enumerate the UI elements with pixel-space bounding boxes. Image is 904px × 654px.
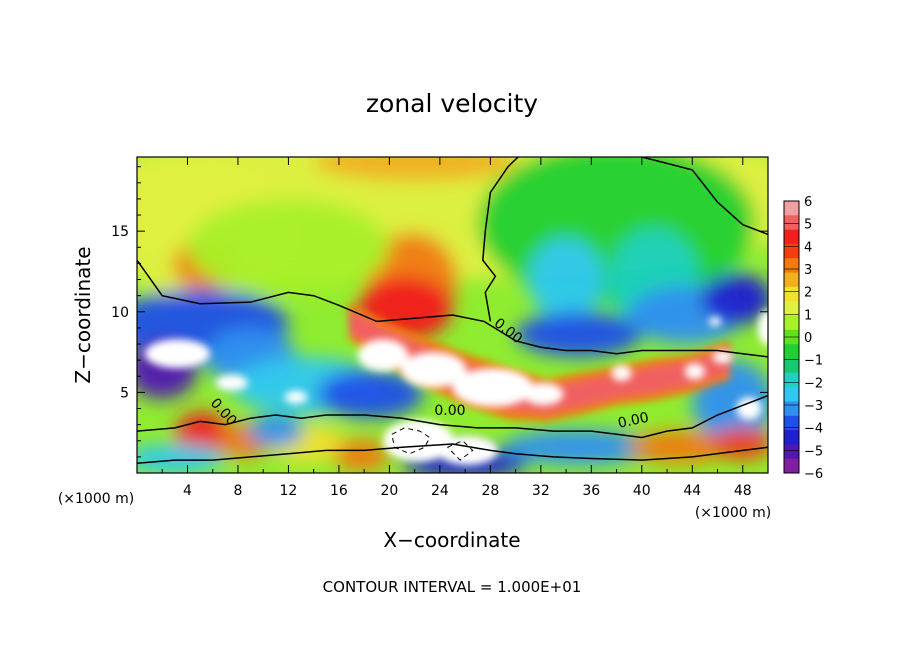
out-of-range-region xyxy=(708,316,722,327)
colorbar-segment xyxy=(784,444,799,460)
field-blob xyxy=(248,414,304,448)
x-unit-label-right: (×1000 m) xyxy=(695,505,771,521)
negative-contour-line xyxy=(391,427,431,455)
out-of-range-region xyxy=(523,382,564,406)
out-of-range-region xyxy=(684,363,705,380)
contour-interval-note: CONTOUR INTERVAL = 1.000E+01 xyxy=(323,578,582,596)
x-tick-label: 4 xyxy=(183,483,192,499)
x-tick-label: 24 xyxy=(431,483,449,499)
x-axis-label: X−coordinate xyxy=(383,528,520,552)
out-of-range-region xyxy=(757,310,768,346)
x-unit-label-left: (×1000 m) xyxy=(58,491,134,507)
colorbar-label: 3 xyxy=(804,263,812,278)
y-axis-label: Z−coordinate xyxy=(71,246,95,383)
field-blob xyxy=(515,311,642,357)
field-blob xyxy=(701,273,768,325)
colorbar-segment xyxy=(784,387,799,402)
field-blob xyxy=(313,157,516,182)
colorbar-segment xyxy=(784,301,799,317)
zero-contour-line xyxy=(137,394,768,439)
colorbar-segment xyxy=(784,215,799,231)
zero-contour-line xyxy=(137,259,768,358)
colorbar-label: 1 xyxy=(804,308,812,323)
colorbar-segment xyxy=(784,272,799,288)
colorbar-segment xyxy=(784,286,799,302)
colorbar-segment xyxy=(784,430,799,445)
out-of-range-region xyxy=(144,339,211,369)
velocity-field: 0.000.00 0.00 0.00 xyxy=(137,157,768,473)
x-tick-label: 28 xyxy=(481,483,499,499)
x-tick-label: 36 xyxy=(582,483,600,499)
y-tick-label: 15 xyxy=(111,224,129,240)
colorbar-label: −3 xyxy=(804,399,823,414)
colorbar-label: −4 xyxy=(804,422,823,437)
out-of-range-region xyxy=(736,397,762,420)
colorbar-segment xyxy=(784,458,799,474)
out-of-range-region xyxy=(284,390,308,404)
jet-band-core xyxy=(349,310,731,414)
x-tick-label: 12 xyxy=(280,483,298,499)
y-tick-label: 10 xyxy=(111,305,129,321)
x-axis-ticks: 4 8 12 16 20 24 28 32 36 40 44 48 xyxy=(161,157,752,499)
colorbar-segment xyxy=(784,201,799,216)
colorbar-label: 2 xyxy=(804,286,812,301)
y-axis-ticks: 5 10 15 xyxy=(111,166,768,458)
colorbar-segment xyxy=(784,372,799,388)
colorbar-segment xyxy=(784,358,799,374)
contour-label: 0.00 xyxy=(616,410,650,432)
field-blob xyxy=(317,369,424,419)
field-blob xyxy=(333,439,390,472)
x-tick-label: 32 xyxy=(532,483,550,499)
field-blob xyxy=(187,198,390,296)
out-of-range-region xyxy=(712,350,733,364)
contour-lines xyxy=(137,157,768,465)
x-tick-label: 40 xyxy=(633,483,651,499)
field-blob xyxy=(137,443,226,473)
colorbar-label: −5 xyxy=(804,444,823,459)
colorbar-segment xyxy=(784,243,799,259)
colorbar-label: −6 xyxy=(804,467,823,482)
colorbar-label: −1 xyxy=(804,354,823,369)
field-blob xyxy=(528,237,604,322)
colorbar-label: 4 xyxy=(804,240,812,255)
jet-band xyxy=(349,303,731,422)
negative-contour-line xyxy=(447,440,474,461)
colorbar-label: 0 xyxy=(804,331,812,346)
zero-contour-line xyxy=(137,443,768,465)
zero-contour-line xyxy=(641,157,768,236)
colorbar-segment xyxy=(784,229,799,245)
colorbar-label: −2 xyxy=(804,376,823,391)
out-of-range-region xyxy=(611,364,632,382)
x-tick-label: 44 xyxy=(683,483,701,499)
colorbar-segment xyxy=(784,315,799,331)
colorbar-segment xyxy=(784,401,799,417)
out-of-range-region xyxy=(452,368,534,407)
zero-contour-line xyxy=(482,157,519,322)
x-tick-label: 48 xyxy=(734,483,752,499)
field-blob xyxy=(712,427,768,461)
x-tick-label: 16 xyxy=(330,483,348,499)
x-tick-label: 20 xyxy=(380,483,398,499)
out-of-range-region xyxy=(400,352,467,388)
colorbar: 6 5 4 3 2 1 0 −1 −2 −3 −4 −5 −6 xyxy=(783,195,823,482)
colorbar-label: 6 xyxy=(804,195,812,210)
colorbar-segment xyxy=(784,344,799,359)
x-tick-label: 8 xyxy=(233,483,242,499)
chart-title: zonal velocity xyxy=(366,89,538,118)
colorbar-segment xyxy=(784,258,799,274)
y-tick-label: 5 xyxy=(120,385,129,401)
colorbar-segment xyxy=(784,415,799,431)
out-of-range-region xyxy=(437,435,498,465)
colorbar-label: 5 xyxy=(804,218,812,233)
out-of-range-region xyxy=(357,339,409,372)
contour-label: 0.00 xyxy=(434,403,465,419)
plot-frame xyxy=(136,156,769,474)
out-of-range-region xyxy=(215,374,249,391)
